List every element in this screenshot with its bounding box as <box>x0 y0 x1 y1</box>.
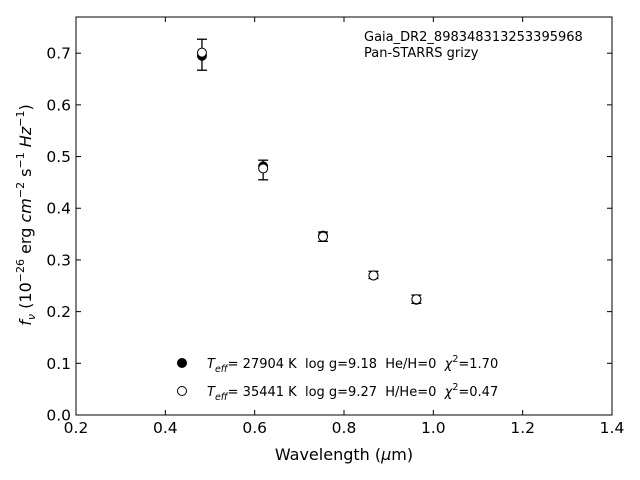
x-tick-label: 0.4 <box>153 419 178 437</box>
axis-tick-labels: 0.2 0.4 0.6 0.8 1.0 1.2 1.4 0.0 0.1 0.2 0.3 0.4 0.5 0… <box>46 45 624 437</box>
x-tick-label: 1.0 <box>421 419 446 437</box>
x-tick-label: 1.4 <box>600 419 625 437</box>
plot-frame <box>75 16 613 416</box>
legend: Teff= 27904 K log g=9.18 He/H=0 χ2=1.70 … <box>177 354 498 403</box>
y-axis-title: fν (10−26 erg cm−2 s−1 Hz−1) <box>14 104 38 325</box>
x-tick-label: 0.2 <box>64 419 89 437</box>
data-point-open <box>196 47 207 58</box>
data-point-open <box>258 163 269 174</box>
y-tick-label: 0.7 <box>46 45 71 63</box>
x-tick-label: 0.8 <box>332 419 357 437</box>
y-tick-label: 0.2 <box>46 303 71 321</box>
data-point-open <box>368 270 379 281</box>
y-tick-label: 0.5 <box>46 148 71 166</box>
data-point-open <box>318 231 329 242</box>
legend-entry-open: Teff= 35441 K log g=9.27 H/He=0 χ2=0.47 <box>207 382 498 403</box>
y-tick-label: 0.1 <box>46 355 71 373</box>
y-tick-label: 0.4 <box>46 200 71 218</box>
data-point-open <box>411 294 422 305</box>
legend-marker-open <box>177 386 187 396</box>
x-axis-title: Wavelength (μm) <box>275 445 413 464</box>
x-tick-label: 0.6 <box>242 419 267 437</box>
y-tick-label: 0.0 <box>46 407 71 425</box>
annotation-object-name: Gaia_DR2_898348313253395968 <box>364 30 583 45</box>
legend-entry-filled: Teff= 27904 K log g=9.18 He/H=0 χ2=1.70 <box>207 354 498 375</box>
y-tick-label: 0.6 <box>46 96 71 114</box>
data-markers <box>196 47 422 305</box>
legend-marker-filled <box>177 358 187 368</box>
y-tick-label: 0.3 <box>46 251 71 269</box>
annotation-survey: Pan-STARRS grizy <box>364 46 479 61</box>
x-tick-label: 1.2 <box>510 419 535 437</box>
